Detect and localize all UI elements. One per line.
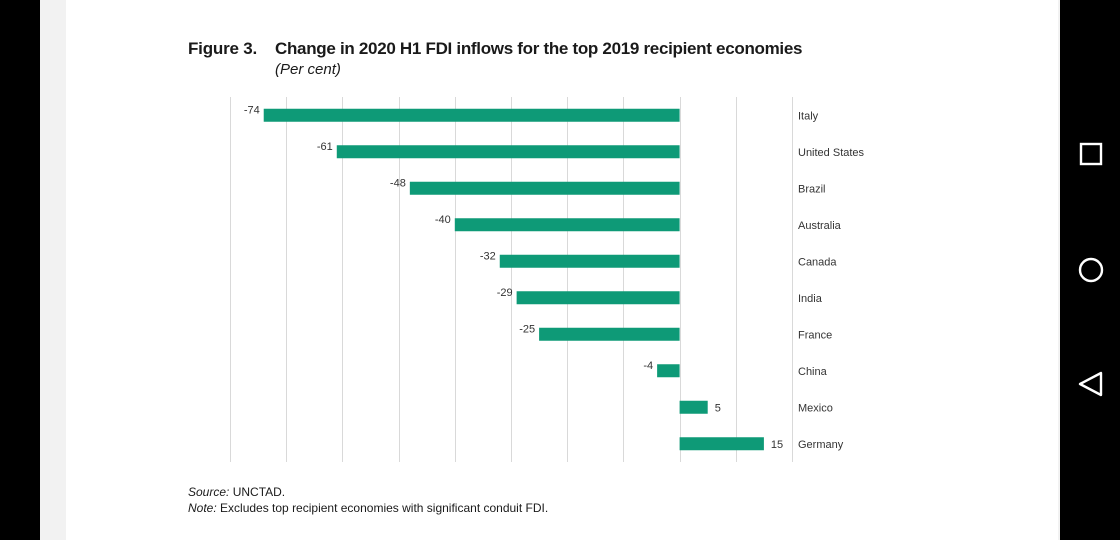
data-label: -40 [435, 214, 451, 226]
figure-subtitle: (Per cent) [275, 61, 341, 78]
category-label: France [798, 329, 832, 341]
bar-chart: -74 Italy -61 United States -48 Brazil -40 Aust… [230, 97, 865, 462]
bar [263, 108, 680, 122]
figure-label: Figure 3. [188, 39, 258, 58]
note-text: Excludes top recipient economies with si… [216, 501, 549, 515]
bar [454, 218, 680, 232]
category-label: India [798, 293, 823, 305]
note-line: Note: Excludes top recipient economies w… [188, 501, 548, 515]
source-line: Source: UNCTAD. [188, 485, 285, 499]
source-label: Source: [188, 485, 230, 499]
category-label: China [798, 366, 828, 378]
square-icon [1079, 142, 1103, 166]
triangle-back-icon [1078, 371, 1103, 397]
data-label: -61 [317, 141, 333, 153]
left-black-strip [0, 0, 40, 540]
circle-icon [1078, 257, 1104, 283]
back-button[interactable] [1060, 364, 1120, 404]
data-label: -32 [480, 250, 496, 262]
home-button[interactable] [1060, 250, 1120, 290]
data-label: 15 [771, 439, 783, 451]
data-label: -48 [390, 177, 406, 189]
bar [539, 327, 680, 341]
document-paper [66, 0, 1058, 540]
figure-title: Change in 2020 H1 FDI inflows for the to… [275, 39, 803, 58]
bar [657, 364, 680, 378]
document-page [40, 0, 1060, 540]
bar [679, 400, 708, 414]
category-label: Canada [798, 256, 837, 268]
bar [499, 254, 680, 268]
data-label: -29 [497, 287, 513, 299]
recent-apps-button[interactable] [1060, 134, 1120, 174]
bar [679, 437, 764, 451]
category-label: Brazil [798, 183, 826, 195]
bar [336, 145, 680, 159]
category-label: Mexico [798, 402, 833, 414]
category-label: Australia [798, 220, 842, 232]
category-label: Italy [798, 110, 819, 122]
note-label: Note: [188, 501, 217, 515]
android-navigation-bar [1060, 0, 1120, 540]
category-label: United States [798, 147, 865, 159]
data-label: -74 [244, 104, 260, 116]
data-label: -25 [519, 323, 535, 335]
bar [516, 291, 680, 305]
bar [409, 181, 680, 195]
data-label: 5 [715, 402, 721, 414]
data-label: -4 [643, 360, 653, 372]
category-label: Germany [798, 439, 844, 451]
source-text: UNCTAD. [229, 485, 286, 499]
